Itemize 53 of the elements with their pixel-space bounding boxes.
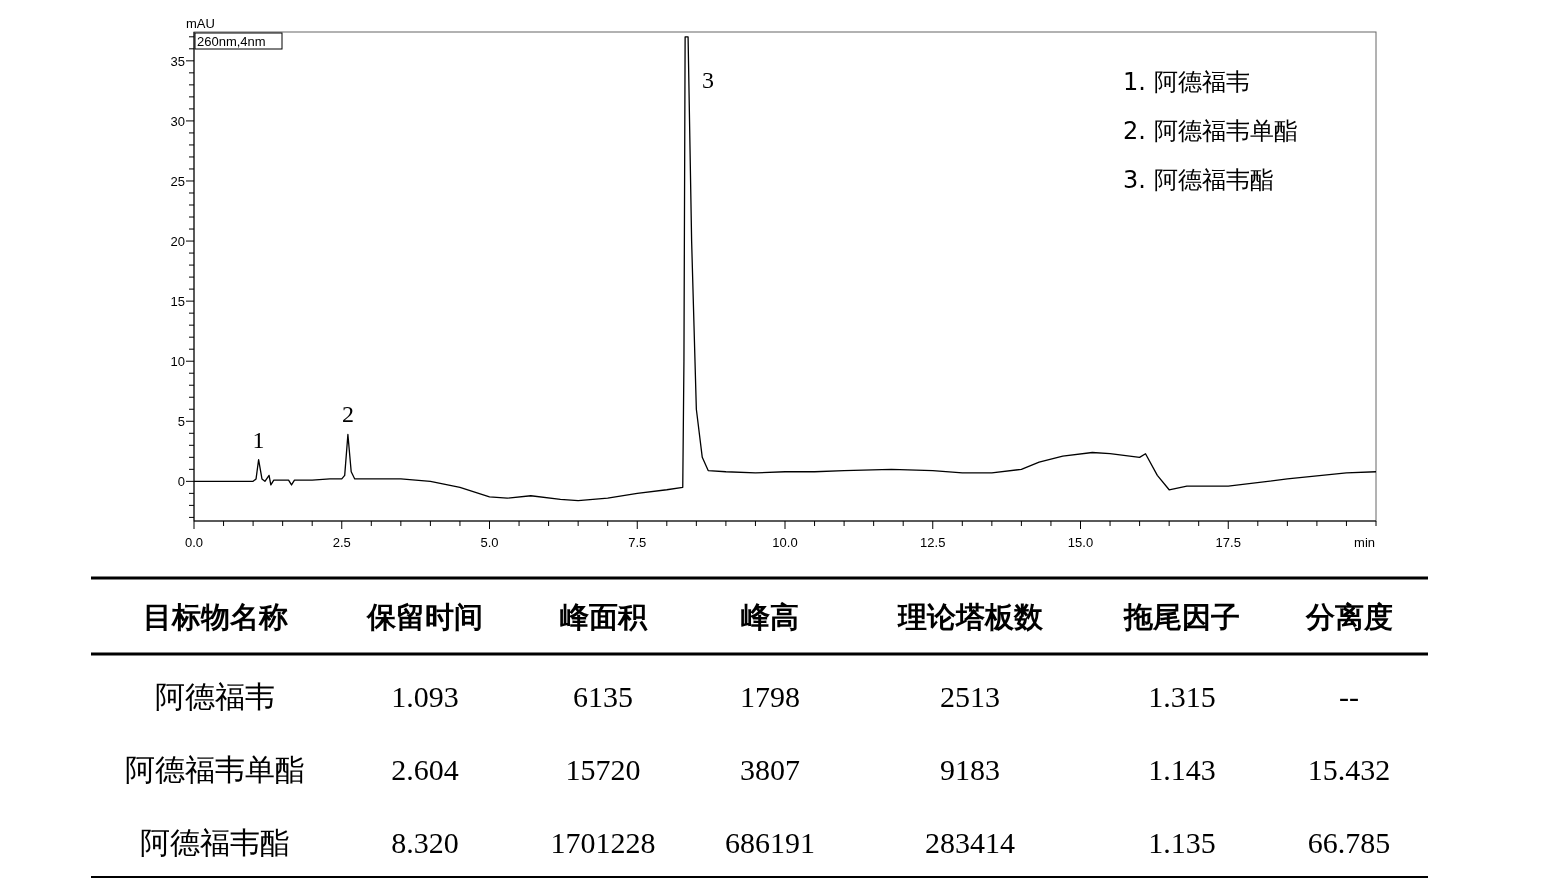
y-tick-label: 15 [170,294,185,310]
text: 283414 [925,826,1015,859]
y-tick-label: 35 [170,53,185,69]
y-axis-title: mAU [186,16,215,31]
category-label: 分离度 [1304,600,1393,634]
annotation: 3 [702,67,715,93]
text: 1.135 [1148,826,1216,859]
x-tick-label: 10.0 [772,535,798,550]
text: 9183 [940,753,1000,786]
category-label: 目标物名称 [142,600,288,634]
text: 15720 [565,753,641,786]
text: 686191 [725,826,815,859]
annotation: 2 [341,401,354,428]
y-tick-label: 5 [177,414,185,430]
category-label: 拖尾因子 [1123,600,1240,634]
category-label: 峰高 [741,600,799,634]
text: 2513 [940,680,1000,713]
category-label: 峰面积 [559,600,648,634]
annotation: 1 [252,426,265,453]
x-tick-label: 12.5 [920,535,946,550]
text: 8.320 [391,826,459,859]
text: -- [1339,680,1359,713]
text: 1.093 [391,680,459,713]
y-tick-label: 0 [177,474,185,490]
x-tick-label: 15.0 [1067,535,1094,550]
annotation: 260nm,4nm [197,34,266,49]
text: 3807 [740,753,800,786]
y-tick-label: 10 [170,354,185,370]
y-tick-label: 25 [170,173,185,189]
category-label: 理论塔板数 [896,600,1044,634]
text: 阿德福韦 [155,679,275,714]
x-tick-label: 5.0 [480,535,499,550]
text: 1701228 [550,826,656,859]
x-tick-label: 0.0 [184,535,204,550]
y-tick-label: 30 [170,113,185,129]
annotation: 1. 阿德福韦 [1123,68,1250,96]
x-tick-label: 17.5 [1215,535,1241,550]
text: 6135 [573,680,633,713]
x-tick-label: 7.5 [628,535,647,550]
x-tick-label: 2.5 [332,535,351,550]
annotation: 2. 阿德福韦单酯 [1123,117,1298,145]
text: 阿德福韦酯 [140,825,290,860]
y-tick-label: 20 [170,234,185,250]
text: 2.604 [391,753,459,786]
text: 15.432 [1307,753,1391,786]
text: 阿德福韦单酯 [125,752,305,787]
category-label: 保留时间 [366,600,483,634]
text: 1.143 [1148,753,1216,786]
text: 1798 [740,680,800,713]
text: 1.315 [1148,680,1216,713]
text: 66.785 [1307,826,1391,859]
annotation: 3. 阿德福韦酯 [1123,166,1274,194]
x-axis-title: min [1354,535,1375,550]
